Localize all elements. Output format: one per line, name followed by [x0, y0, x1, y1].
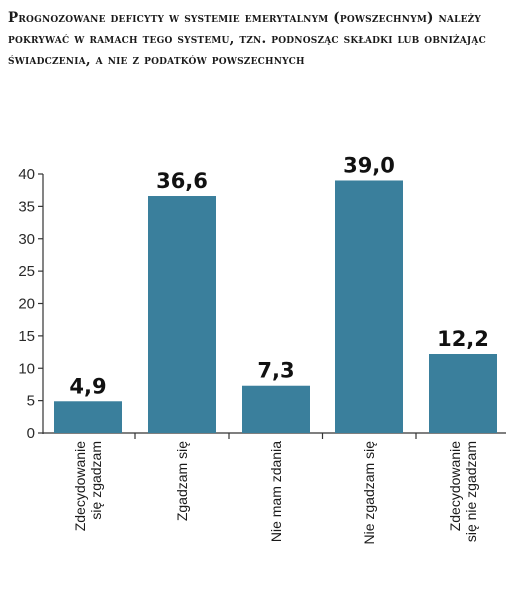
bar: [429, 354, 497, 433]
y-tick-label: 30: [18, 231, 35, 248]
y-tick-label: 25: [18, 263, 35, 280]
y-tick-label: 20: [18, 296, 35, 313]
y-tick-label: 40: [18, 166, 35, 183]
chart-title: Prognozowane deficyty w systemie emeryta…: [8, 10, 486, 68]
x-category-label: Zdecydowanie się nie zgadzam: [447, 441, 479, 542]
bar: [148, 196, 216, 433]
bar: [242, 385, 310, 433]
y-tick-label: 15: [18, 328, 35, 345]
x-category-label: Nie zgadzam się: [361, 441, 377, 545]
x-category-label-line: Nie zgadzam się: [361, 441, 377, 545]
bar-value-label: 4,9: [69, 374, 106, 398]
x-category-label: Nie mam zdania: [268, 441, 284, 542]
bar: [335, 180, 403, 433]
y-tick-label: 35: [18, 198, 35, 215]
y-tick-label: 10: [18, 360, 35, 377]
bar-value-label: 39,0: [343, 153, 395, 177]
x-category-label: Zgadzam się: [174, 441, 190, 521]
x-category-label: Zdecydowanie się zgadzam: [72, 441, 104, 531]
x-category-label-line: się zgadzam: [88, 441, 104, 520]
x-category-label-line: Zgadzam się: [174, 441, 190, 521]
x-category-label-line: Nie mam zdania: [268, 441, 284, 542]
bar-value-label: 36,6: [156, 169, 208, 193]
bar-value-label: 12,2: [437, 327, 489, 351]
x-category-label-line: Zdecydowanie: [72, 441, 88, 531]
y-tick-label: 5: [27, 393, 35, 410]
y-tick-label: 0: [27, 425, 35, 442]
x-category-label-line: Zdecydowanie: [447, 441, 463, 531]
x-category-label-line: się nie zgadzam: [463, 441, 479, 542]
bar: [54, 401, 122, 433]
bar-value-label: 7,3: [257, 359, 294, 383]
